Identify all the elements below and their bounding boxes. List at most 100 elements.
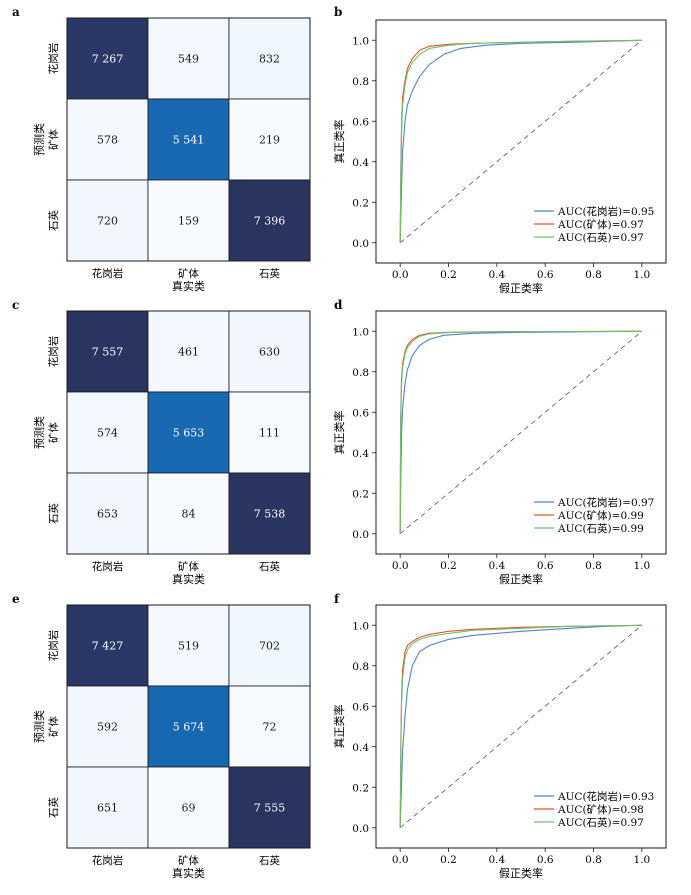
cell-value-label: 7 538 <box>254 508 286 521</box>
legend-entry: AUC(花岗岩)=0.93 <box>557 790 654 803</box>
legend-entry: AUC(花岗岩)=0.97 <box>557 496 654 509</box>
cell-value-label: 461 <box>178 346 199 359</box>
x-axis-title: 真实类 <box>172 572 205 586</box>
x-tick-label: 石英 <box>259 854 280 867</box>
x-tick-label: 0.0 <box>392 560 409 572</box>
matrix-cell <box>66 17 149 100</box>
x-tick-label: 0.8 <box>585 560 602 572</box>
y-axis-title: 真正类率 <box>332 120 346 164</box>
cell-value-label: 832 <box>259 53 280 66</box>
x-tick-label: 花岗岩 <box>92 267 124 280</box>
x-tick-label: 1.0 <box>633 854 650 866</box>
roc-curve-series <box>399 330 642 534</box>
y-tick-label: 0.4 <box>352 742 369 754</box>
y-tick-label: 1.0 <box>352 620 369 632</box>
matrix-cell <box>147 179 230 262</box>
cell-value-label: 578 <box>97 134 118 147</box>
cell-value-label: 7 557 <box>92 346 124 359</box>
x-tick-label: 0.8 <box>585 854 602 866</box>
panel-letter-a: a <box>12 5 20 19</box>
cell-value-label: 653 <box>97 508 118 521</box>
y-tick-label: 0.8 <box>352 76 369 88</box>
cell-value-label: 69 <box>182 802 196 815</box>
cell-value-label: 5 674 <box>173 721 205 734</box>
panel-letter-c: c <box>12 298 19 312</box>
x-tick-label: 0.4 <box>488 560 505 572</box>
x-tick-label: 0.0 <box>392 269 409 281</box>
matrix-cell <box>66 310 149 393</box>
x-tick-label: 矿体 <box>178 267 199 280</box>
cell-value-label: 7 267 <box>92 53 124 66</box>
x-tick-label: 花岗岩 <box>92 854 124 867</box>
y-tick-label: 石英 <box>47 503 60 524</box>
legend-entry: AUC(矿体)=0.98 <box>557 803 644 816</box>
cell-value-label: 111 <box>259 427 280 440</box>
cell-value-label: 630 <box>259 346 280 359</box>
x-axis-title: 假正类率 <box>499 281 543 295</box>
y-tick-label: 花岗岩 <box>47 43 60 75</box>
matrix-cell <box>228 604 311 687</box>
x-tick-label: 0.2 <box>440 269 457 281</box>
matrix-cell <box>66 472 149 555</box>
y-tick-label: 矿体 <box>47 422 60 443</box>
y-tick-label: 0.6 <box>352 116 369 128</box>
matrix-cell <box>228 766 311 849</box>
x-tick-label: 0.4 <box>488 854 505 866</box>
cell-value-label: 84 <box>182 508 196 521</box>
y-tick-label: 0.2 <box>352 197 369 209</box>
cell-value-label: 574 <box>97 427 118 440</box>
chance-diagonal-line <box>399 330 643 535</box>
y-tick-label: 0.6 <box>352 407 369 419</box>
matrix-frame <box>66 17 311 262</box>
matrix-cell <box>66 604 149 687</box>
matrix-cell <box>66 391 149 474</box>
x-tick-label: 花岗岩 <box>92 560 124 573</box>
legend-entry: AUC(矿体)=0.97 <box>557 218 644 231</box>
cell-value-label: 702 <box>259 640 280 653</box>
panel-letter-b: b <box>334 5 342 19</box>
matrix-cell <box>228 310 311 393</box>
y-axis-title: 真正类率 <box>332 411 346 455</box>
cell-value-label: 720 <box>97 215 118 228</box>
x-tick-label: 0.0 <box>392 854 409 866</box>
cell-value-label: 7 396 <box>254 215 286 228</box>
matrix-cell <box>228 472 311 555</box>
x-axis-title: 假正类率 <box>499 866 543 880</box>
cell-value-label: 651 <box>97 802 118 815</box>
cell-value-label: 159 <box>178 215 199 228</box>
y-tick-label: 花岗岩 <box>47 336 60 368</box>
legend-entry: AUC(石英)=0.97 <box>557 231 644 244</box>
roc-curve-series <box>399 624 642 828</box>
y-tick-label: 1.0 <box>352 35 369 47</box>
y-axis-title: 预测类 <box>32 416 46 449</box>
cell-value-label: 7 555 <box>254 802 286 815</box>
roc-curve-series <box>399 39 642 243</box>
roc-chart-b: 0.0 0.2 0.4 0.6 0.8 1.0 0.0 0.2 0.4 0.6 0.8 1.0 AUC(… <box>332 19 667 295</box>
y-tick-label: 1.0 <box>352 326 369 338</box>
x-axis-title: 真实类 <box>172 866 205 880</box>
y-tick-label: 石英 <box>47 797 60 818</box>
cell-value-label: 592 <box>97 721 118 734</box>
x-tick-label: 矿体 <box>178 854 199 867</box>
roc-curve-series <box>399 39 642 243</box>
x-tick-label: 0.6 <box>537 269 554 281</box>
x-tick-label: 石英 <box>259 560 280 573</box>
y-tick-label: 花岗岩 <box>47 630 60 662</box>
matrix-frame <box>66 310 311 555</box>
matrix-cell <box>147 472 230 555</box>
matrix-cell <box>228 391 311 474</box>
x-tick-label: 0.4 <box>488 269 505 281</box>
roc-curve-series <box>399 330 642 534</box>
matrix-cell <box>147 766 230 849</box>
x-tick-label: 石英 <box>259 267 280 280</box>
matrix-cell <box>66 98 149 181</box>
matrix-cell <box>66 685 149 768</box>
legend-entry: AUC(矿体)=0.99 <box>557 509 644 522</box>
matrix-cell <box>147 604 230 687</box>
x-tick-label: 0.6 <box>537 560 554 572</box>
